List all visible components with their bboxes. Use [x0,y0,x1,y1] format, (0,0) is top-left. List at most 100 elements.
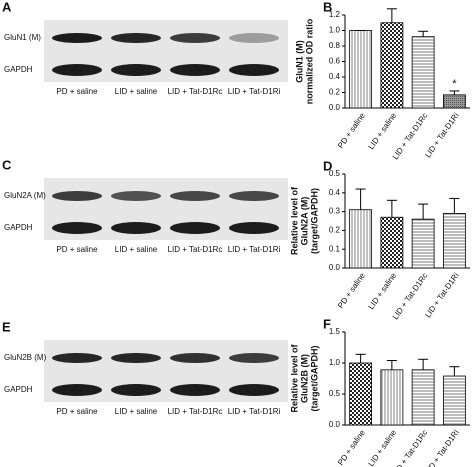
panel-label: E [2,319,11,334]
bar [442,94,466,109]
blot-band [170,222,220,234]
blot-row-label: GluN2A (M) [4,191,46,200]
lane-label: PD + saline [56,245,98,254]
x-tick-label: PD + saline [336,271,367,310]
error-bar [355,353,366,363]
blot-band [229,64,279,76]
blot-band [52,33,102,43]
significance-marker: * [452,78,457,90]
bar [349,209,373,269]
y-axis-label: Relative level of [289,343,299,412]
y-axis-label: Relative level of [289,186,299,255]
blot-band [229,222,279,234]
error-bar [386,199,397,218]
blot-band [52,384,102,396]
y-tick-label: 0.2 [329,88,341,97]
y-tick-label: 0.6 [329,57,341,66]
panel-label: C [2,157,12,172]
y-axis-label: GluN1 (M) [294,40,304,83]
x-tick-label: PD + saline [336,428,367,467]
blot-row-label: GAPDH [4,385,33,394]
bar [380,22,404,109]
y-tick-label: 0.2 [329,226,341,235]
lane-label: LID + saline [115,407,158,416]
blot-band [229,33,279,43]
lane-label: PD + saline [56,87,98,96]
y-axis-label: GluN2B (M) [299,354,309,403]
lane-label: LID + Tat-D1Ri [228,245,281,254]
lane-label: LID + Tat-D1Ri [228,407,281,416]
bar [349,30,373,109]
bar [349,362,373,426]
x-tick-label: LID + saline [367,428,399,467]
x-tick-label: PD + saline [336,111,367,150]
lane-label: LID + Tat-D1Rc [168,407,223,416]
blot-band [52,222,102,234]
blot-band [170,64,220,76]
y-tick-label: 0.5 [329,389,341,398]
lane-label: LID + saline [115,245,158,254]
y-tick-label: 0.4 [329,188,341,197]
y-axis-label: (target/GAPDH) [309,345,319,411]
error-bar [386,8,397,23]
y-tick-label: 0.3 [329,207,341,216]
bar [380,216,404,269]
blot-band [111,64,161,76]
y-axis-label: GluN2A (M) [299,197,309,246]
y-tick-label: 1.2 [329,10,341,19]
y-tick-label: 1.0 [329,26,341,35]
y-axis-label: normalized OD ratio [304,18,314,104]
panel-label: D [323,158,332,173]
blot-band [52,353,102,363]
lane-label: LID + Tat-D1Rc [168,87,223,96]
y-axis-label: (target/GAPDH) [309,188,319,254]
blot-row-label: GluN1 (M) [4,33,41,42]
lane-label: LID + Tat-D1Rc [168,245,223,254]
y-tick-label: 0.0 [329,103,341,112]
blot-row-label: GAPDH [4,65,33,74]
blot-band [111,353,161,363]
bar [442,213,466,269]
blot-band [170,191,220,201]
lane-label: LID + saline [115,87,158,96]
lane-label: LID + Tat-D1Ri [228,87,281,96]
bar [411,369,435,426]
x-tick-label: LID + saline [367,111,399,151]
blot-band [229,384,279,396]
error-bar [418,203,429,220]
blot-band [111,33,161,43]
bar [442,375,466,426]
error-bar [418,358,429,370]
y-tick-label: 0.0 [329,420,341,429]
blot-band [52,64,102,76]
y-tick-label: 1.5 [329,327,341,336]
y-tick-label: 0.1 [329,244,341,253]
x-tick-label: LID + saline [367,271,399,311]
lane-label: PD + saline [56,407,98,416]
x-tick-label: LID + Tat-D1Ri [423,111,461,159]
blot-band [170,353,220,363]
blot-band [52,191,102,201]
blot-band [111,222,161,234]
blot-band [170,33,220,43]
blot-row-label: GAPDH [4,223,33,232]
blot-band [111,384,161,396]
y-tick-label: 0.5 [329,169,341,178]
bar [411,36,435,109]
blot-band [229,353,279,363]
blot-band [229,191,279,201]
panel-label: F [323,316,331,331]
bar [411,218,435,269]
bar [380,369,404,426]
error-bar [386,360,397,370]
error-bar [449,90,460,95]
blot-band [111,191,161,201]
error-bar [449,366,460,377]
y-tick-label: 1.0 [329,358,341,367]
y-tick-label: 0.4 [329,72,341,81]
error-bar [418,30,429,37]
panel-label: A [2,0,12,14]
error-bar [355,188,366,210]
x-tick-label: LID + Tat-D1Ri [423,271,461,319]
